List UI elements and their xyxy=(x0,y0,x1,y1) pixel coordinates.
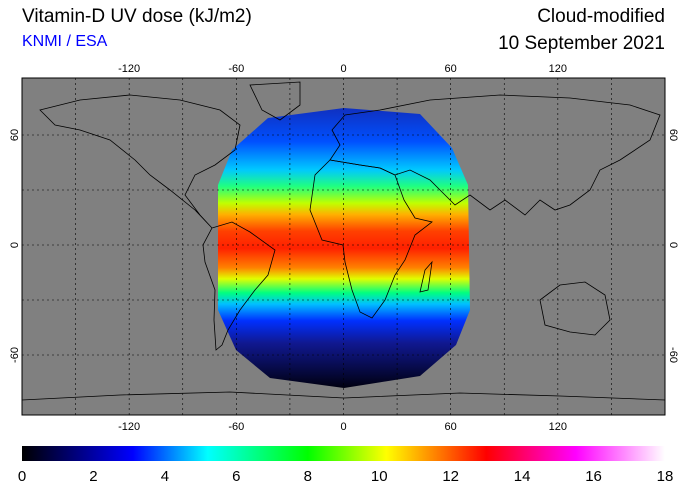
lon-tick-label-bottom: 0 xyxy=(340,421,346,433)
coastline-antarctica xyxy=(22,391,665,401)
lon-tick-label-bottom: -120 xyxy=(118,421,140,433)
lat-tick-label-left: 0 xyxy=(9,242,21,248)
coastline-africa xyxy=(309,159,433,319)
colorbar-label: 10 xyxy=(371,468,388,485)
coastline-eurasia xyxy=(329,94,661,216)
coastline-madagascar xyxy=(419,260,433,293)
lat-tick-label-right: 60 xyxy=(667,129,679,141)
coastline-greenland xyxy=(249,81,301,121)
lon-tick-label-top: -120 xyxy=(118,63,140,75)
colorbar-label: 2 xyxy=(89,468,97,485)
lon-tick-label-bottom: -60 xyxy=(228,421,244,433)
coastline-south-america xyxy=(202,221,276,351)
coastline-north-america xyxy=(39,94,241,229)
lon-tick-label-top: 60 xyxy=(445,63,457,75)
colorbar-label: 18 xyxy=(657,468,674,485)
map-date: 10 September 2021 xyxy=(498,33,665,54)
coastline-australia xyxy=(539,281,611,336)
lon-tick-label-top: 120 xyxy=(549,63,567,75)
lat-tick-label-right: -60 xyxy=(667,347,679,363)
colorbar-label: 16 xyxy=(585,468,602,485)
lon-tick-label-top: -60 xyxy=(228,63,244,75)
lon-tick-label-bottom: 60 xyxy=(445,421,457,433)
map-title: Vitamin-D UV dose (kJ/m2) xyxy=(22,6,252,27)
colorbar-label: 12 xyxy=(442,468,459,485)
colorbar-label: 14 xyxy=(514,468,531,485)
lat-tick-label-left: -60 xyxy=(9,347,21,363)
lat-tick-label-right: 0 xyxy=(667,242,679,248)
map-frame xyxy=(21,77,666,416)
coastlines xyxy=(22,81,665,401)
colorbar-label: 6 xyxy=(232,468,240,485)
graticule xyxy=(22,78,665,415)
colorbar xyxy=(22,446,665,461)
colorbar-label: 4 xyxy=(161,468,169,485)
lon-tick-label-bottom: 120 xyxy=(549,421,567,433)
satellite-swath xyxy=(218,108,470,388)
product-mode: Cloud-modified xyxy=(537,6,665,27)
lon-tick-label-top: 0 xyxy=(340,63,346,75)
colorbar-label: 8 xyxy=(304,468,312,485)
lat-tick-label-left: 60 xyxy=(9,129,21,141)
data-source: KNMI / ESA xyxy=(22,33,108,50)
colorbar-label: 0 xyxy=(18,468,26,485)
